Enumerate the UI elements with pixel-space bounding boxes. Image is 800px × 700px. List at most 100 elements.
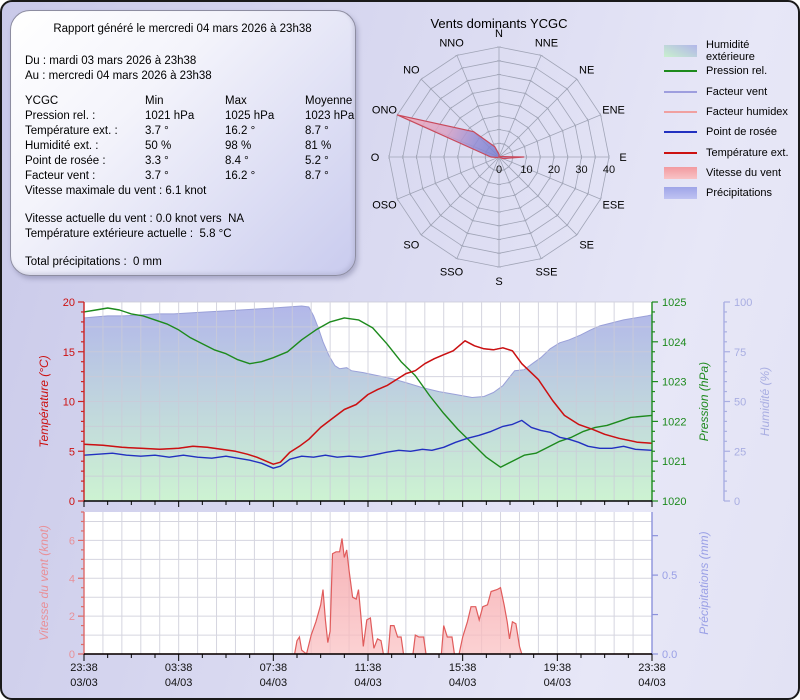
legend-label: Humidité extérieure (706, 39, 755, 64)
report-table: YCGC Min Max Moyenne Pression rel. : 1021 hPa… (25, 94, 355, 184)
windspeed-axis-title: Vitesse du vent (knot) (37, 525, 51, 641)
report-max-wind: Vitesse maximale du vent : 6.1 knot (25, 185, 207, 197)
report-table-cell: Min (145, 95, 164, 107)
rose-direction-label: S (495, 276, 502, 288)
rose-direction-label: ONO (372, 105, 398, 117)
report-table-cell: 3.3 ° (145, 155, 169, 167)
legend-item: Humidité extérieure (664, 39, 796, 64)
legend-label: Facteur humidex (706, 106, 788, 119)
x-axis-date-label: 04/03 (354, 677, 382, 689)
rose-radial-tick-label: 0 (496, 164, 502, 176)
report-panel: Rapport généré le mercredi 04 mars 2026 … (10, 10, 356, 276)
temp-tick-label: 15 (63, 347, 75, 359)
temp-tick-label: 0 (69, 496, 75, 508)
report-table-cell: YCGC (25, 95, 59, 107)
temperature-line-swatch (664, 151, 697, 154)
report-table-cell: 50 % (145, 140, 172, 152)
rose-direction-label: OSO (372, 199, 397, 211)
precip-tick-label: 0.0 (662, 649, 677, 661)
precip-axis-title: Précipitations (mm) (697, 531, 711, 634)
report-table-cell: 81 % (305, 140, 332, 152)
report-table-cell: 16.2 ° (225, 125, 256, 137)
rose-direction-label: E (619, 152, 626, 164)
legend-label: Point de rosée (706, 126, 777, 139)
x-axis-time-label: 03:38 (165, 662, 193, 674)
report-table-cell: Température ext. : (25, 125, 118, 137)
report-table-row: Pression rel. : 1021 hPa 1025 hPa 1023 hPa (25, 109, 355, 124)
rose-direction-label: ESE (603, 199, 625, 211)
rose-direction-label: SSO (440, 267, 464, 279)
rose-direction-label: SE (579, 240, 594, 252)
windspeed-area-swatch (664, 166, 697, 179)
humidity-tick-label: 50 (734, 397, 746, 409)
report-table-row: Point de rosée : 3.3 ° 8.4 ° 5.2 ° (25, 154, 355, 169)
precip-area-swatch (664, 187, 697, 200)
rose-direction-label: SSE (535, 267, 557, 279)
report-table-cell: Pression rel. : (25, 110, 96, 122)
rose-direction-label: NNE (535, 37, 558, 49)
humidex-line-swatch (664, 111, 697, 114)
pressure-line-swatch (664, 70, 697, 73)
humidity-tick-label: 25 (734, 446, 746, 458)
legend-label: Température ext. (706, 146, 789, 159)
rose-direction-label: NE (579, 64, 594, 76)
pressure-tick-label: 1022 (662, 416, 686, 428)
x-axis-date-label: 04/03 (544, 677, 572, 689)
legend-label: Pression rel. (706, 65, 768, 78)
report-table-cell: 3.7 ° (145, 170, 169, 182)
wind-rose-title: Vents dominants YCGC (430, 16, 568, 31)
legend-label: Précipitations (706, 187, 773, 200)
rose-direction-label: NO (403, 64, 420, 76)
report-current-wind: Vitesse actuelle du vent : 0.0 knot vers… (25, 213, 245, 225)
x-axis-time-label: 15:38 (449, 662, 477, 674)
report-table-cell: 8.7 ° (305, 170, 329, 182)
report-total-precip: Total précipitations : 0 mm (25, 256, 162, 268)
rose-wind-distribution (396, 114, 525, 160)
pressure-tick-label: 1024 (662, 337, 686, 349)
x-axis-date-label: 04/03 (260, 677, 288, 689)
x-axis-time-label: 23:38 (70, 662, 98, 674)
temp-tick-label: 20 (63, 297, 75, 309)
rose-radial-tick-label: 20 (548, 164, 560, 176)
legend-item: Pression rel. (664, 61, 796, 81)
humidity-tick-label: 0 (734, 496, 740, 508)
temp-tick-label: 10 (63, 397, 75, 409)
rose-radial-tick-label: 40 (603, 164, 615, 176)
legend-item: Température ext. (664, 142, 796, 162)
temp-tick-label: 5 (69, 446, 75, 458)
legend-label: Facteur vent (706, 85, 768, 98)
dewpoint-line-swatch (664, 131, 697, 134)
legend-item: Facteur humidex (664, 102, 796, 122)
report-current-temp: Température extérieure actuelle : 5.8 °C (25, 228, 232, 240)
x-axis-time-label: 11:38 (355, 662, 382, 674)
windspeed-tick-label: 4 (69, 573, 75, 585)
wind-rose: N NNE NE ENE E ESE SE SSE S SSO SO OSO O ONO NO NNO 0 10 2… (371, 28, 627, 288)
x-axis-date-label: 04/03 (165, 677, 193, 689)
pressure-line (83, 307, 653, 468)
pressure-axis-title: Pression (hPa) (697, 362, 711, 441)
temperature-line (83, 340, 653, 465)
windchill-line-swatch (664, 90, 697, 93)
report-title: Rapport généré le mercredi 04 mars 2026 … (53, 23, 312, 35)
chart-legend: Humidité extérieure Pression rel. Facteur … (664, 39, 796, 203)
humidity-tick-label: 75 (734, 347, 746, 359)
x-axis-date-label: 04/03 (638, 677, 666, 689)
report-table-cell: Humidité ext. : (25, 140, 99, 152)
x-axis-time-label: 19:38 (544, 662, 572, 674)
humidity-area-swatch (664, 45, 697, 58)
report-table-row: Facteur vent : 3.7 ° 16.2 ° 8.7 ° (25, 169, 355, 184)
windspeed-tick-label: 0 (69, 649, 75, 661)
dewpoint-line (83, 419, 653, 469)
legend-item: Point de rosée (664, 122, 796, 142)
x-axis-date-label: 04/03 (449, 677, 477, 689)
windspeed-area (84, 538, 652, 656)
report-table-cell: 5.2 ° (305, 155, 329, 167)
report-table-cell: 8.4 ° (225, 155, 249, 167)
pressure-tick-label: 1021 (662, 456, 686, 468)
report-period-to: Au : mercredi 04 mars 2026 à 23h38 (25, 70, 212, 82)
report-table-cell: Point de rosée : (25, 155, 106, 167)
report-table-cell: 98 % (225, 140, 252, 152)
report-period-from: Du : mardi 03 mars 2026 à 23h38 (25, 55, 197, 67)
x-axis-time-label: 23:38 (638, 662, 666, 674)
